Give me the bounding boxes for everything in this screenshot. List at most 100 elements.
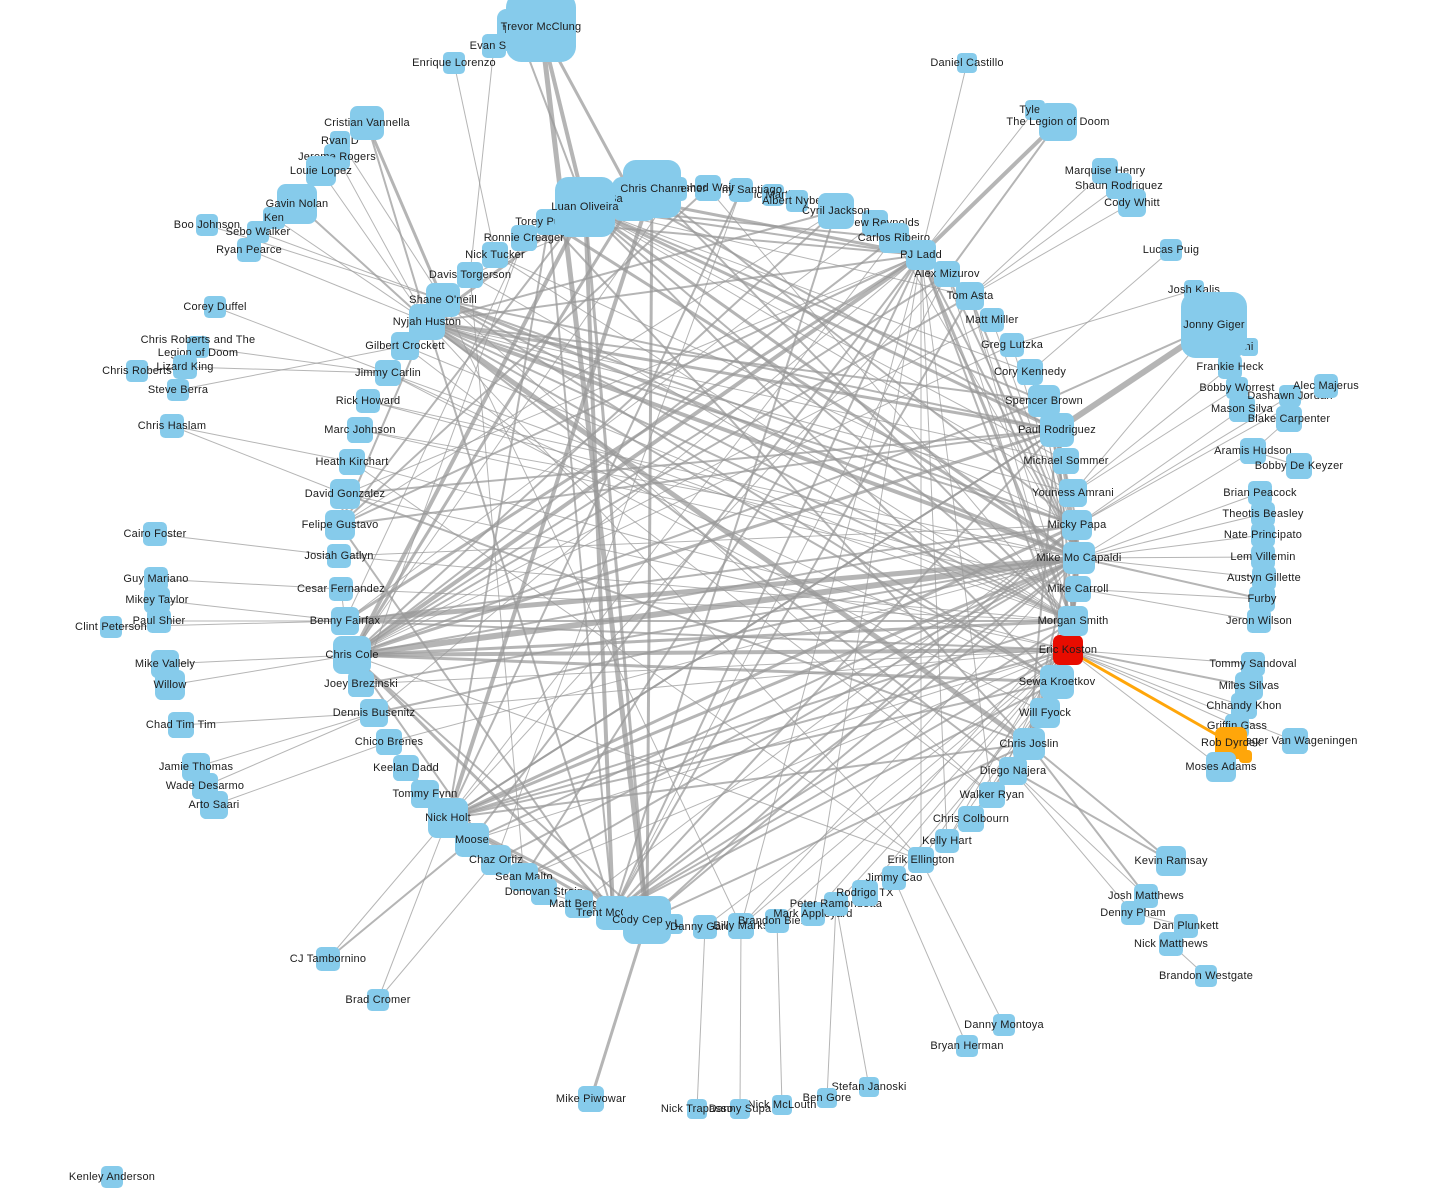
graph-node-koston[interactable]: Eric Koston	[1039, 635, 1097, 665]
node-shape[interactable]	[481, 845, 511, 875]
node-shape[interactable]	[1195, 965, 1217, 987]
node-shape[interactable]	[347, 417, 373, 443]
node-shape[interactable]	[1062, 510, 1092, 540]
node-shape[interactable]	[729, 178, 753, 202]
graph-node-chrisjoslin[interactable]: Chris Joslin	[999, 728, 1058, 760]
node-shape[interactable]	[330, 479, 360, 509]
graph-node-jimmycarlin[interactable]: Jimmy Carlin	[355, 360, 421, 386]
node-shape[interactable]	[859, 1077, 879, 1097]
node-shape[interactable]	[1028, 385, 1060, 417]
graph-node-brandonbiebel[interactable]: Brandon Biebel	[738, 909, 816, 933]
graph-node-keelandadd[interactable]: Keelan Dadd	[373, 755, 439, 781]
graph-node-dannymontoya[interactable]: Danny Montoya	[964, 1014, 1044, 1036]
graph-node-luan[interactable]: Luan Oliveira	[551, 177, 619, 237]
node-shape[interactable]	[506, 0, 576, 62]
graph-node-bengore[interactable]: Ben Gore	[803, 1088, 851, 1108]
node-shape[interactable]	[367, 989, 389, 1011]
graph-node-jeronwilson[interactable]: Jeron Wilson	[1226, 609, 1292, 633]
graph-node-kenleyanderson[interactable]: Kenley Anderson	[69, 1166, 155, 1188]
node-shape[interactable]	[173, 355, 197, 379]
node-shape[interactable]	[391, 332, 419, 360]
node-shape[interactable]	[565, 890, 593, 918]
node-shape[interactable]	[196, 214, 218, 236]
node-shape[interactable]	[339, 449, 365, 475]
graph-node-bennyfairfax[interactable]: Benny Fairfax	[310, 607, 380, 635]
node-shape[interactable]	[728, 913, 754, 939]
node-shape[interactable]	[147, 609, 171, 633]
node-shape[interactable]	[663, 914, 683, 934]
node-shape[interactable]	[1013, 728, 1045, 760]
node-shape[interactable]	[687, 1099, 707, 1119]
graph-node-mattberger[interactable]: Matt Berger	[549, 890, 609, 918]
node-shape[interactable]	[1039, 103, 1077, 141]
graph-node-louielopez[interactable]: Louie Lopez	[290, 156, 352, 186]
node-shape[interactable]	[1276, 406, 1302, 432]
graph-node-heathkirchart[interactable]: Heath Kirchart	[315, 449, 388, 475]
node-shape[interactable]	[187, 336, 209, 358]
node-shape[interactable]	[100, 616, 122, 638]
graph-node-nateprincipato[interactable]: Nate Principato	[1224, 523, 1302, 547]
graph-node-chrishaslam[interactable]: Chris Haslam	[138, 414, 206, 438]
node-shape[interactable]	[934, 261, 960, 287]
graph-node-dannysupa[interactable]: Danny Supa	[709, 1099, 771, 1119]
node-shape[interactable]	[316, 947, 340, 971]
node-shape[interactable]	[1160, 239, 1182, 261]
graph-node-cesarfernandez[interactable]: Cesar Fernandez	[297, 577, 385, 601]
graph-node-ronniecreager[interactable]: Ronnie Creager	[484, 225, 564, 251]
graph-node-mikecarroll[interactable]: Mike Carroll	[1047, 576, 1108, 602]
node-shape[interactable]	[958, 806, 984, 832]
node-shape[interactable]	[999, 757, 1027, 785]
graph-node-chazortiz[interactable]: Chaz Ortiz	[469, 845, 523, 875]
graph-node-martina[interactable]: Eric Martina	[742, 184, 803, 206]
graph-node-davidgonzalez[interactable]: David Gonzalez	[305, 479, 385, 509]
node-shape[interactable]	[578, 1086, 604, 1112]
graph-node-evansmith[interactable]: Evan Smi	[470, 34, 518, 58]
node-shape[interactable]	[1248, 481, 1272, 505]
graph-node-vannella[interactable]: Cristian Vannella	[324, 106, 410, 140]
graph-node-kellyhart[interactable]: Kelly Hart	[922, 829, 972, 853]
graph-node-dennisbusenitz[interactable]: Dennis Busenitz	[333, 699, 415, 727]
graph-node-peterramondetta[interactable]: Peter Ramondetta	[790, 892, 882, 916]
graph-node-carlosribeiro[interactable]: Carlos Ribeiro	[858, 223, 930, 253]
graph-node-sewa[interactable]: Sewa Kroetkov	[1019, 665, 1095, 699]
node-shape[interactable]	[531, 879, 557, 905]
graph-node-legion[interactable]: The Legion of Doom	[1006, 103, 1109, 141]
graph-node-erikellington[interactable]: Erik Ellington	[888, 847, 954, 873]
graph-node-cyril[interactable]: Cyril Jackson	[802, 193, 870, 229]
node-shape[interactable]	[1251, 545, 1275, 569]
graph-node-paulrodriguez[interactable]: Paul Rodriguez	[1018, 413, 1096, 447]
graph-node-nicktrapasso[interactable]: Nick Trapasso	[661, 1099, 733, 1119]
node-shape[interactable]	[457, 262, 483, 288]
node-shape[interactable]	[1017, 359, 1043, 385]
node-shape[interactable]	[555, 177, 615, 237]
graph-node-markappleyard[interactable]: Mark Appleyard	[773, 902, 852, 926]
graph-node-gilbertcrockett[interactable]: Gilbert Crockett	[365, 332, 445, 360]
graph-node-diegonajera[interactable]: Diego Najera	[980, 757, 1046, 785]
node-shape[interactable]	[1030, 698, 1060, 728]
node-shape[interactable]	[1249, 586, 1275, 612]
node-shape[interactable]	[1286, 453, 1312, 479]
node-shape[interactable]	[1314, 374, 1338, 398]
node-shape[interactable]	[786, 190, 808, 212]
graph-node-dannygarcia[interactable]: Danny Garcia	[670, 915, 740, 939]
node-shape[interactable]	[200, 791, 228, 819]
graph-node-rickhoward[interactable]: Rick Howard	[336, 389, 400, 413]
node-shape[interactable]	[482, 34, 506, 58]
graph-node-walkerryan[interactable]: Walker Ryan	[960, 782, 1024, 808]
node-shape[interactable]	[306, 156, 336, 186]
graph-node-albertnyberg[interactable]: Albert Nyberg	[762, 190, 832, 212]
graph-node-chriscole[interactable]: Chris Cole	[325, 636, 378, 674]
node-shape[interactable]	[1053, 448, 1079, 474]
graph-node-mikemo[interactable]: Mike Mo Capaldi	[1037, 542, 1121, 574]
node-shape[interactable]	[247, 221, 269, 243]
node-shape[interactable]	[882, 866, 906, 890]
graph-node-masonsilva[interactable]: Mason Silva	[1211, 396, 1273, 422]
graph-node-danielcastillo[interactable]: Daniel Castillo	[930, 53, 1003, 73]
graph-node-dennypham[interactable]: Denny Pham	[1100, 901, 1166, 925]
graph-node-paulshier[interactable]: Paul Shier	[133, 609, 185, 633]
node-shape[interactable]	[333, 636, 371, 674]
node-shape[interactable]	[623, 160, 681, 218]
node-shape[interactable]	[730, 1099, 750, 1119]
graph-node-nickmclouth[interactable]: Nick McLouth	[747, 1095, 816, 1115]
graph-node-bobbydekeyzer[interactable]: Bobby De Keyzer	[1255, 453, 1343, 479]
